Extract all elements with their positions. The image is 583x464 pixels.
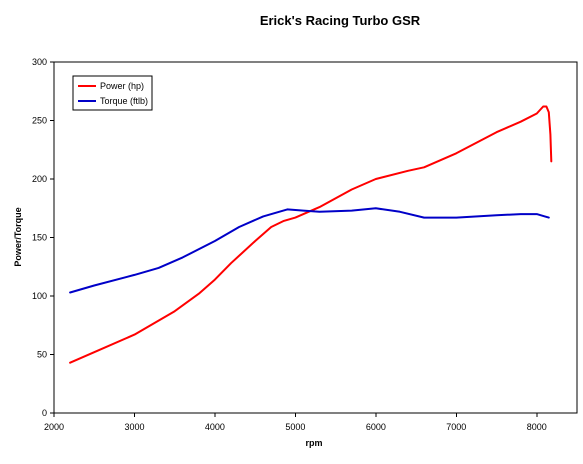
torque-series-line [69,207,550,294]
x-tick-label: 2000 [44,422,64,432]
power-series-line [69,105,553,364]
x-tick-label: 5000 [285,422,305,432]
y-tick-label: 200 [32,174,47,184]
y-axis-label: Power/Torque [13,207,23,266]
y-tick-label: 50 [37,350,47,360]
plot-area [53,61,578,414]
y-tick-label: 100 [32,291,47,301]
x-tick-label: 3000 [124,422,144,432]
x-tick-label: 4000 [205,422,225,432]
series-lines [69,105,553,364]
y-axis-ticks: 0 50 100 150 200 250 300 [32,57,54,418]
legend-label-power: Power (hp) [100,81,144,91]
x-tick-label: 8000 [527,422,547,432]
y-tick-label: 0 [42,408,47,418]
x-axis-label: rpm [305,438,322,448]
chart-title: Erick's Racing Turbo GSR [260,13,421,28]
x-tick-label: 6000 [366,422,386,432]
y-tick-label: 150 [32,233,47,243]
legend-label-torque: Torque (ftlb) [100,96,148,106]
x-tick-label: 7000 [446,422,466,432]
y-tick-label: 250 [32,116,47,126]
x-axis-ticks: 2000 3000 4000 5000 6000 7000 8000 [44,413,547,432]
y-tick-label: 300 [32,57,47,67]
plot-background [54,62,577,413]
legend-box [72,75,153,111]
legend: Power (hp) Torque (ftlb) [72,75,153,111]
